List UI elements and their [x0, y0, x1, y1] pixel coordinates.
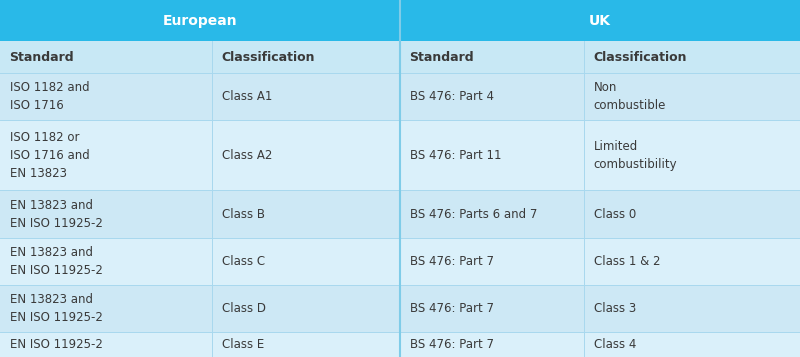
- Text: Classification: Classification: [222, 51, 315, 64]
- Text: European: European: [162, 14, 238, 27]
- Text: BS 476: Part 11: BS 476: Part 11: [410, 149, 501, 162]
- Text: Class 0: Class 0: [594, 208, 636, 221]
- Text: Class D: Class D: [222, 302, 266, 315]
- Text: Limited
combustibility: Limited combustibility: [594, 140, 678, 171]
- Text: Class 4: Class 4: [594, 338, 636, 351]
- Text: ISO 1182 or
ISO 1716 and
EN 13823: ISO 1182 or ISO 1716 and EN 13823: [10, 131, 90, 180]
- Text: BS 476: Part 4: BS 476: Part 4: [410, 90, 494, 103]
- Text: EN 13823 and
EN ISO 11925-2: EN 13823 and EN ISO 11925-2: [10, 198, 102, 230]
- Text: UK: UK: [589, 14, 611, 27]
- Bar: [0, 332, 800, 357]
- Text: Standard: Standard: [10, 51, 74, 64]
- Text: Class A2: Class A2: [222, 149, 272, 162]
- Bar: [0, 285, 800, 332]
- Text: Non
combustible: Non combustible: [594, 81, 666, 112]
- Text: Classification: Classification: [594, 51, 687, 64]
- Text: ISO 1182 and
ISO 1716: ISO 1182 and ISO 1716: [10, 81, 90, 112]
- Bar: [0, 191, 800, 238]
- Text: EN 13823 and
EN ISO 11925-2: EN 13823 and EN ISO 11925-2: [10, 293, 102, 324]
- Bar: [0, 0, 400, 41]
- Text: Class C: Class C: [222, 255, 265, 268]
- Bar: [0, 120, 800, 191]
- Text: Standard: Standard: [410, 51, 474, 64]
- Bar: [400, 0, 800, 41]
- Text: BS 476: Part 7: BS 476: Part 7: [410, 338, 494, 351]
- Text: Class E: Class E: [222, 338, 264, 351]
- Text: EN ISO 11925-2: EN ISO 11925-2: [10, 338, 102, 351]
- Text: Class B: Class B: [222, 208, 265, 221]
- Bar: [0, 73, 800, 120]
- Text: Class 3: Class 3: [594, 302, 636, 315]
- Bar: [0, 41, 800, 73]
- Text: Class 1 & 2: Class 1 & 2: [594, 255, 660, 268]
- Text: BS 476: Part 7: BS 476: Part 7: [410, 255, 494, 268]
- Bar: [0, 238, 800, 285]
- Text: BS 476: Part 7: BS 476: Part 7: [410, 302, 494, 315]
- Text: EN 13823 and
EN ISO 11925-2: EN 13823 and EN ISO 11925-2: [10, 246, 102, 277]
- Text: Class A1: Class A1: [222, 90, 272, 103]
- Text: BS 476: Parts 6 and 7: BS 476: Parts 6 and 7: [410, 208, 537, 221]
